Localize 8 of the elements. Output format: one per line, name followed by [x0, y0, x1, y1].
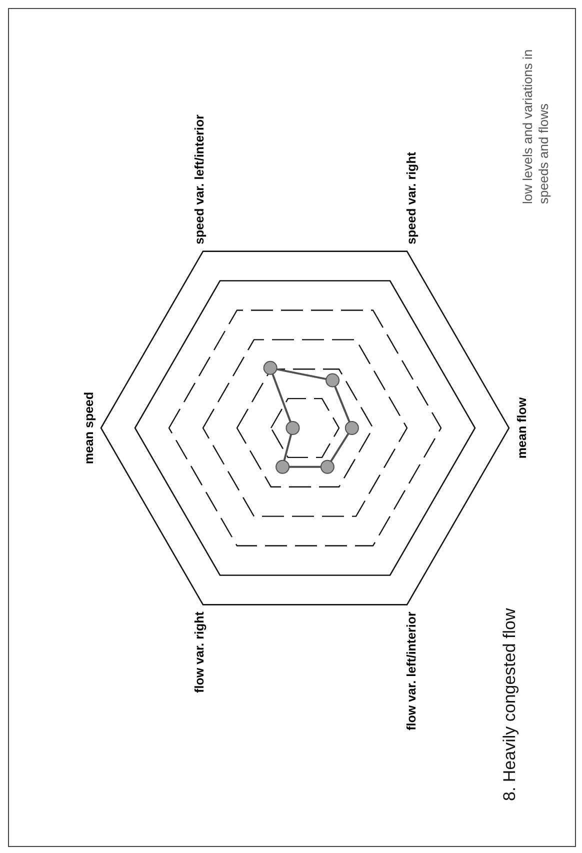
- spoke-label: mean speed: [82, 392, 96, 464]
- text: low levels and variations in speeds and flows: [520, 48, 552, 204]
- text: 8. Heavily congested flow: [500, 608, 520, 801]
- spoke-label: speed var. right: [404, 151, 418, 244]
- spoke-label: flow var. left/interior: [404, 611, 418, 730]
- spoke-label: mean flow: [514, 397, 529, 459]
- spoke-label: flow var. right: [192, 610, 206, 693]
- spoke-label: speed var. left/interior: [192, 114, 206, 244]
